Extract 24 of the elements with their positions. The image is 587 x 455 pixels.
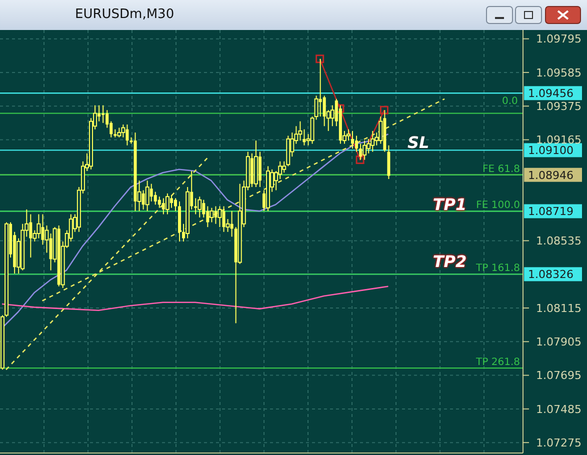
ref-line-label: 1.08946 [528,168,574,182]
ref-line-label: FE 61.8 [482,164,520,175]
annotation: TP2 [432,252,468,271]
ref-line-label: TP 261.8 [475,357,520,368]
chart-title: EURUSDm,M30 [75,7,174,22]
ref-line-label: TP 161.8 [475,263,520,274]
y-tick-label: 1.08535 [536,234,582,248]
y-tick-label: 1.09585 [536,66,582,80]
ref-line-label: 1.09100 [528,144,574,158]
annotation: 0.0 [502,96,518,108]
y-tick-label: 1.09165 [536,134,582,147]
y-tick-label: 1.09795 [536,32,582,46]
ref-line-label: FE 100.0 [476,200,520,212]
y-tick-label: 1.07485 [536,402,582,416]
y-tick-label: 1.08115 [536,302,582,315]
y-tick-label: 1.09375 [536,100,582,114]
ref-line-label: 1.08326 [528,268,574,282]
annotation: SL [406,133,430,152]
y-tick-label: 1.07275 [536,436,582,450]
ref-line-label: 1.08719 [528,205,574,218]
annotation: TP1 [432,194,468,214]
y-tick-label: 1.07695 [536,369,582,382]
ref-line-label: 1.09456 [528,87,574,100]
y-tick-label: 1.07905 [536,336,582,349]
